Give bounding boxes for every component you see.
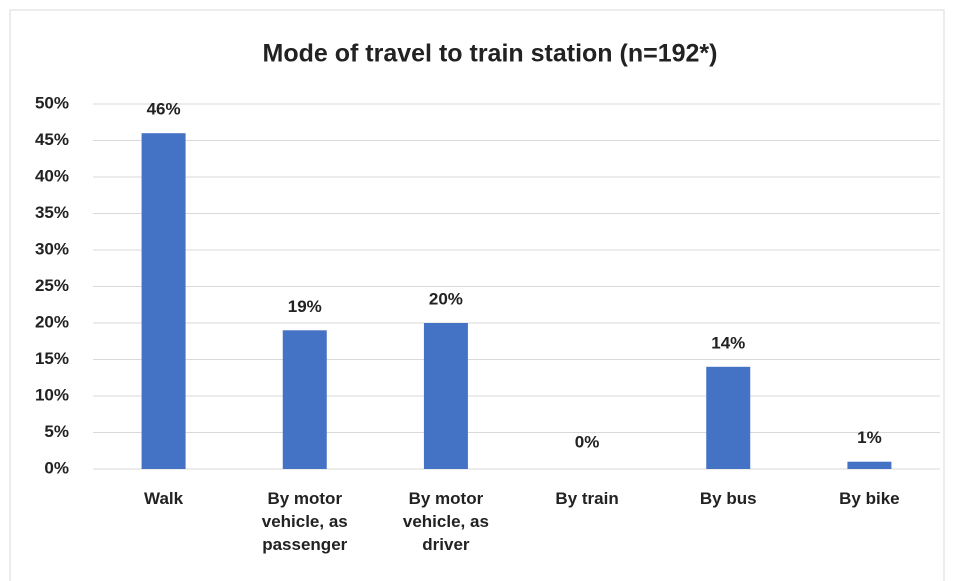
y-tick-label: 10% bbox=[35, 385, 69, 404]
x-tick-label: By bike bbox=[839, 489, 900, 508]
y-tick-label: 20% bbox=[35, 312, 69, 331]
x-tick-label: By motor vehicle, as passenger bbox=[261, 489, 348, 554]
data-label: 19% bbox=[288, 297, 322, 316]
y-tick-label: 0% bbox=[44, 458, 69, 477]
x-tick-label: By train bbox=[555, 489, 619, 508]
data-label: 46% bbox=[147, 100, 181, 119]
chart-title: Mode of travel to train station (n=192*) bbox=[263, 40, 718, 68]
y-tick-label: 25% bbox=[35, 276, 69, 295]
y-tick-label: 45% bbox=[35, 130, 69, 149]
bar bbox=[282, 330, 327, 469]
y-tick-label: 15% bbox=[35, 349, 69, 368]
x-tick-label: By bus bbox=[699, 489, 757, 508]
bar bbox=[423, 323, 468, 469]
x-tick-label: By motor vehicle, as driver bbox=[402, 489, 489, 554]
y-tick-label: 30% bbox=[35, 239, 69, 258]
data-label: 14% bbox=[711, 333, 745, 352]
data-label: 1% bbox=[857, 428, 882, 447]
y-tick-label: 50% bbox=[35, 93, 69, 112]
x-tick-label: Walk bbox=[144, 489, 184, 508]
data-label: 20% bbox=[429, 289, 463, 308]
data-label: 0% bbox=[575, 432, 600, 451]
bar bbox=[706, 366, 751, 469]
y-tick-label: 40% bbox=[35, 166, 69, 185]
bar bbox=[141, 133, 186, 469]
y-tick-label: 35% bbox=[35, 203, 69, 222]
bar bbox=[847, 461, 892, 469]
y-tick-label: 5% bbox=[44, 422, 69, 441]
